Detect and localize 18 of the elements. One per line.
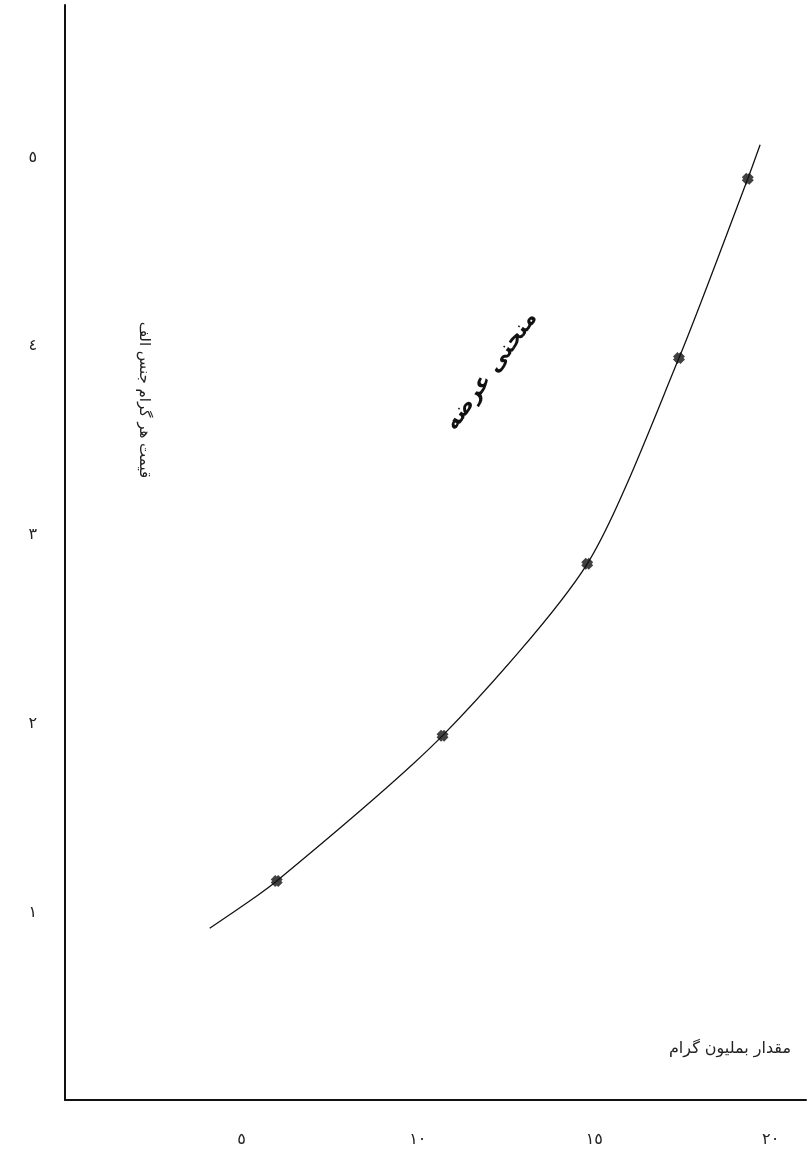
y-tick-label: ١ (28, 901, 37, 921)
y-tick-label: ٣ (28, 524, 38, 544)
y-tick-label: ٢ (28, 712, 37, 732)
point (270, 875, 283, 887)
y-axis-title: قیمت هر گرام جنس الف (136, 321, 154, 479)
x-axis-title: مقدار بمليون گرام (668, 1037, 791, 1058)
y-tick-label: ٤ (28, 335, 37, 355)
x-tick-label: ١٠ (409, 1128, 427, 1148)
x-tick-label: ٢٠ (762, 1128, 780, 1148)
point (581, 557, 594, 570)
annotation: منحنی عرضه (438, 305, 543, 435)
x-tick-label: ٥ (237, 1128, 246, 1148)
point (672, 352, 685, 365)
line-series (209, 144, 761, 929)
y-tick-label: ٥ (28, 146, 37, 166)
point (436, 729, 449, 742)
point (741, 172, 754, 185)
x-tick-label: ١٥ (585, 1128, 603, 1148)
